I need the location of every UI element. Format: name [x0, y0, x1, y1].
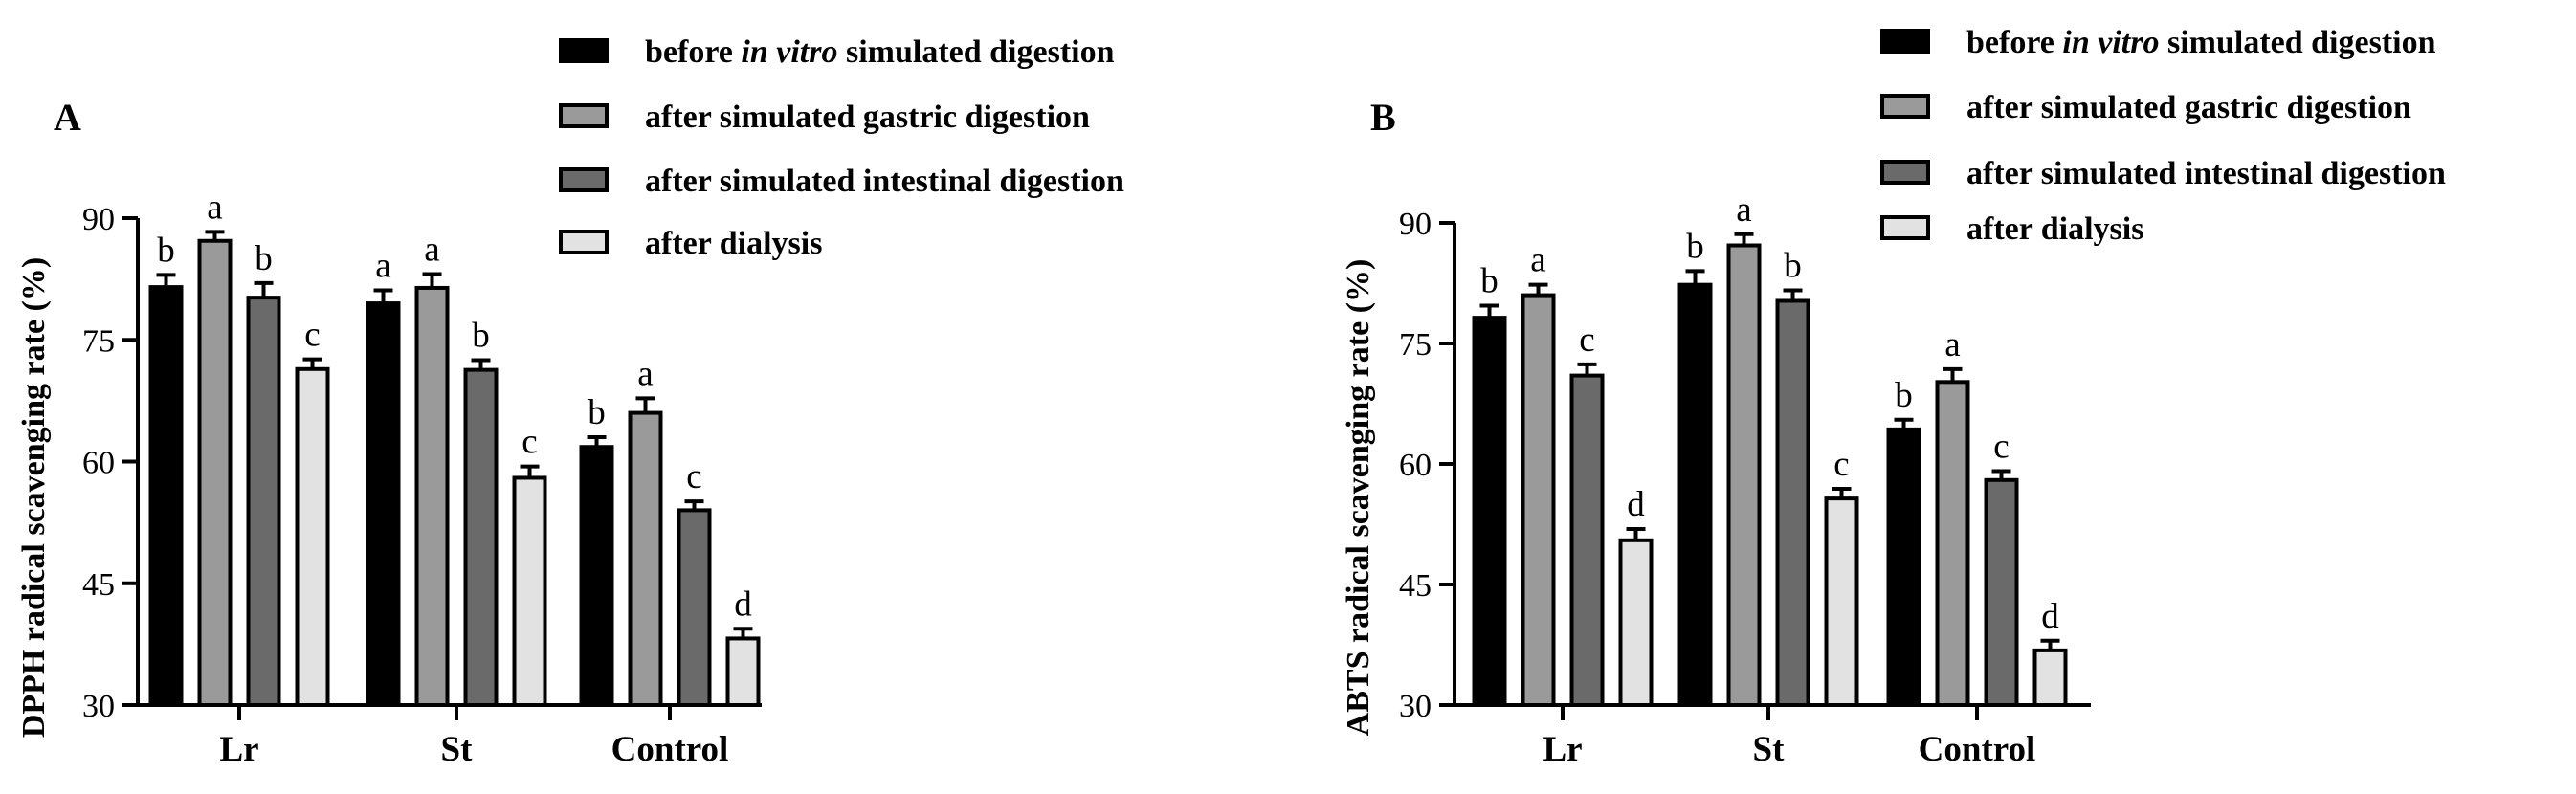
bar-before-control: [579, 445, 614, 707]
significance-letter: a: [424, 231, 439, 270]
category-label-lr: Lr: [219, 730, 258, 769]
bar-gastric-st: [414, 285, 450, 707]
legend-label-intestinal: after simulated intestinal digestion: [645, 164, 1124, 199]
legend-swatch-dialysis: [559, 230, 609, 254]
category-label-st: St: [1753, 730, 1786, 769]
legend-label-dialysis: after dialysis: [1966, 211, 2143, 247]
significance-letter: c: [522, 423, 537, 462]
legend-swatch-gastric: [559, 103, 609, 128]
bar-gastric-st: [1726, 243, 1762, 707]
bar-before-st: [366, 301, 401, 707]
legend-swatch-before: [1880, 29, 1930, 54]
significance-letter: a: [1530, 241, 1545, 280]
significance-letter: d: [734, 584, 752, 624]
bar-dialysis-control: [2032, 648, 2068, 708]
legend-swatch-dialysis: [1880, 215, 1930, 240]
panel-letter-b: B: [1370, 96, 1396, 139]
bar-intestinal-lr: [1569, 373, 1605, 707]
bar-intestinal-lr: [246, 296, 281, 707]
legend-b: before in vitro simulated digestion after…: [1880, 25, 2446, 247]
bar-dialysis-lr: [295, 366, 330, 707]
significance-letter: c: [686, 457, 701, 496]
legend-swatch-intestinal: [1880, 160, 1930, 185]
panel-b: B ABTS radical scavenging rate (%) 30 45 6…: [1341, 25, 2446, 769]
y-tick-label: 45: [82, 567, 115, 603]
panel-a: A DPPH radical scavenging rate (%) 30 45 6…: [16, 34, 1124, 769]
y-tick-label: 60: [82, 446, 115, 481]
significance-letter: b: [1686, 227, 1704, 266]
legend-swatch-before: [559, 38, 609, 63]
legend-a: before in vitro simulated digestion after…: [559, 34, 1124, 261]
significance-letter: c: [1833, 445, 1849, 484]
bar-intestinal-control: [677, 508, 712, 708]
y-tick-label: 90: [1399, 207, 1432, 242]
category-label-control: Control: [1919, 730, 2036, 769]
bar-gastric-lr: [1521, 293, 1556, 707]
significance-letter: a: [637, 354, 653, 393]
bar-intestinal-control: [1984, 477, 2019, 707]
legend-label-dialysis: after dialysis: [645, 226, 822, 261]
category-label-st: St: [441, 730, 474, 769]
y-tick-label: 45: [1399, 568, 1432, 604]
category-label-lr: Lr: [1543, 730, 1582, 769]
bar-dialysis-st: [512, 475, 547, 708]
legend-label-before: before in vitro simulated digestion: [645, 34, 1115, 70]
significance-letter: b: [157, 231, 175, 270]
significance-letter: c: [1579, 320, 1594, 360]
bar-gastric-lr: [197, 238, 233, 707]
significance-letter: b: [255, 239, 273, 278]
y-tick-label: 75: [82, 323, 115, 359]
significance-letter: b: [472, 316, 490, 355]
y-tick-label: 30: [1399, 689, 1432, 724]
category-label-control: Control: [611, 730, 729, 769]
significance-letter: a: [1944, 325, 1960, 364]
legend-label-gastric: after simulated gastric digestion: [645, 99, 1090, 135]
significance-letter: b: [1895, 376, 1913, 415]
legend-label-intestinal: after simulated intestinal digestion: [1966, 156, 2446, 191]
legend-swatch-intestinal: [559, 167, 609, 192]
bar-intestinal-st: [463, 367, 499, 707]
bar-before-lr: [1472, 316, 1507, 707]
bar-before-lr: [148, 285, 184, 707]
bar-before-st: [1677, 282, 1713, 707]
y-tick-label: 30: [82, 689, 115, 724]
significance-letter: d: [1627, 485, 1645, 524]
bar-dialysis-control: [725, 636, 761, 707]
bar-gastric-control: [1935, 380, 1970, 707]
significance-letter: b: [588, 393, 606, 432]
bar-gastric-control: [628, 410, 663, 707]
y-tick-label: 60: [1399, 448, 1432, 483]
significance-letter: d: [2041, 597, 2059, 636]
significance-letter: a: [207, 187, 222, 227]
y-axis-label-b: ABTS radical scavenging rate (%): [1341, 259, 1376, 737]
bar-dialysis-lr: [1618, 538, 1654, 707]
panel-letter-a: A: [54, 96, 81, 139]
bar-intestinal-st: [1775, 298, 1810, 707]
significance-letter: c: [304, 316, 320, 355]
legend-swatch-gastric: [1880, 94, 1930, 119]
legend-label-before: before in vitro simulated digestion: [1966, 25, 2436, 60]
legend-label-gastric: after simulated gastric digestion: [1966, 90, 2411, 125]
y-tick-label: 75: [1399, 327, 1432, 363]
y-tick-label: 90: [82, 202, 115, 237]
y-axis-label-a: DPPH radical scavenging rate (%): [16, 257, 52, 738]
significance-letter: b: [1784, 247, 1802, 286]
significance-letter: b: [1480, 262, 1499, 301]
significance-letter: a: [1736, 190, 1751, 230]
significance-letter: c: [1993, 428, 2009, 467]
bar-dialysis-st: [1824, 496, 1859, 707]
bar-before-control: [1886, 427, 1921, 707]
significance-letter: a: [375, 247, 390, 286]
